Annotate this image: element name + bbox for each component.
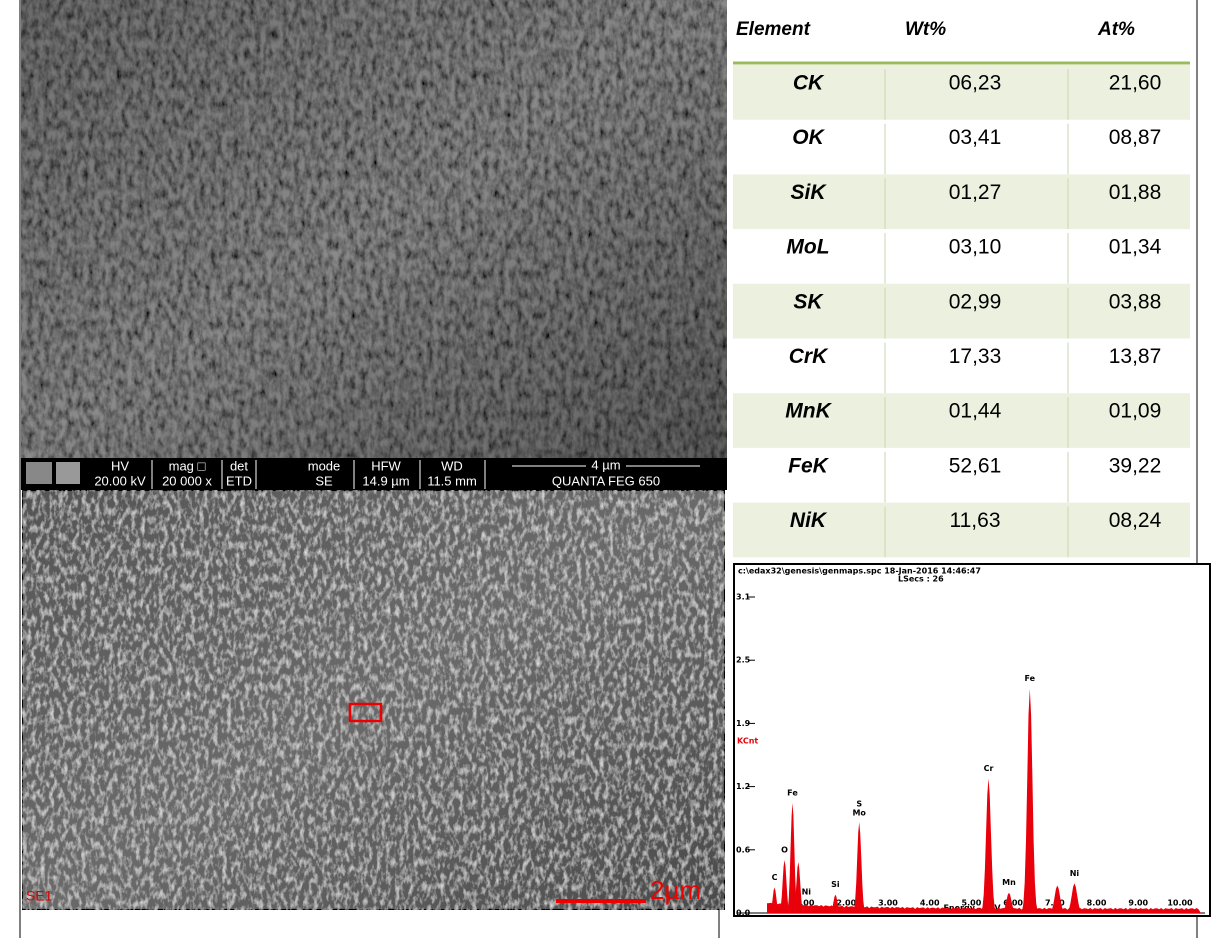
info-value: SE xyxy=(315,473,333,488)
peak-label: Fe xyxy=(1025,674,1036,683)
value-cell: 06,23 xyxy=(949,72,1002,95)
peak-label: Ni xyxy=(1070,869,1080,878)
detector-label: SE1 xyxy=(26,888,53,904)
x-tick-label: 4.00 xyxy=(920,899,940,908)
value-cell: 11,63 xyxy=(950,509,1001,532)
table: Element Wt% At% CK 06,23 21,60 OK 03,41 08,87 SiK… xyxy=(733,19,1190,557)
element-cell: OK xyxy=(792,126,825,149)
y-axis-label: KCnt xyxy=(737,737,758,746)
info-label: det xyxy=(230,458,248,473)
y-tick-label: 1.9 xyxy=(736,719,751,728)
value-cell: 01,27 xyxy=(949,181,1002,204)
instrument: QUANTA FEG 650 xyxy=(552,473,660,488)
element-cell: CrK xyxy=(789,345,829,368)
peak-label: Si xyxy=(831,880,840,889)
value-cell: 52,61 xyxy=(949,454,1002,477)
info-value: 20 000 x xyxy=(162,473,212,488)
info-label: mode xyxy=(308,458,341,473)
element-cell: MnK xyxy=(785,400,832,423)
value-cell: 17,33 xyxy=(949,345,1002,368)
value-cell: 39,22 xyxy=(1109,454,1162,477)
value-cell: 01,09 xyxy=(1109,400,1162,423)
y-tick-label: 3.1 xyxy=(736,593,751,602)
info-value: ETD xyxy=(226,473,252,488)
info-value: 11.5 mm xyxy=(427,473,477,488)
value-cell: 13,87 xyxy=(1109,345,1162,368)
figure: HV20.00 kV mag □20 000 x detETD modeSE HFW14… xyxy=(0,0,1217,938)
element-cell: SK xyxy=(793,290,824,313)
value-cell: 01,34 xyxy=(1109,236,1162,259)
sem-image xyxy=(22,490,725,910)
peak-label: Fe xyxy=(787,788,798,797)
value-cell: 03,10 xyxy=(949,236,1002,259)
x-tick-label: 9.00 xyxy=(1128,899,1148,908)
page: HV20.00 kV mag □20 000 x detETD modeSE HFW14… xyxy=(0,0,1217,938)
scale-bar-label: 2µm xyxy=(650,875,701,905)
logo xyxy=(26,462,52,484)
element-cell: CK xyxy=(793,72,825,95)
info-label: mag □ xyxy=(169,458,206,473)
y-tick-label: 0.0 xyxy=(736,909,751,918)
info-label: WD xyxy=(441,458,463,473)
info-label: HFW xyxy=(371,458,401,473)
x-tick-label: 5.00 xyxy=(962,899,982,908)
sem-image xyxy=(21,0,727,458)
value-cell: 03,41 xyxy=(949,126,1002,149)
y-tick-label: 0.6 xyxy=(736,845,751,854)
spectrum-live-time: LSecs : 26 xyxy=(898,575,944,584)
value-cell: 08,24 xyxy=(1109,509,1162,532)
element-cell: FeK xyxy=(788,454,830,477)
scale-bar-label: 4 µm xyxy=(591,457,620,472)
table-header: Wt% xyxy=(905,19,946,40)
peak-label: Cr xyxy=(984,764,994,773)
element-cell: SiK xyxy=(790,181,827,204)
table-header: Element xyxy=(736,19,811,40)
value-cell: 01,88 xyxy=(1109,181,1162,204)
peak-label: Ni xyxy=(802,888,812,897)
value-cell: 08,87 xyxy=(1109,126,1162,149)
y-tick-label: 2.5 xyxy=(736,656,751,665)
table-header: At% xyxy=(1097,19,1135,40)
value-cell: 03,88 xyxy=(1109,290,1162,313)
spectrum-frame xyxy=(734,564,1210,916)
info-value: 20.00 kV xyxy=(94,473,146,488)
peak-label: Mn xyxy=(1002,878,1016,887)
element-cell: NiK xyxy=(790,509,828,532)
peak-label: C xyxy=(772,873,778,882)
info-label: HV xyxy=(111,458,129,473)
peak-label: O xyxy=(781,845,788,854)
x-tick-label: 10.00 xyxy=(1167,899,1193,908)
spectrum-header: c:\edax32\genesis\genmaps.spc 18-Jan-201… xyxy=(738,567,981,576)
value-cell: 21,60 xyxy=(1109,72,1162,95)
element-cell: MoL xyxy=(786,236,829,259)
value-cell: 01,44 xyxy=(949,400,1002,423)
value-cell: 02,99 xyxy=(949,290,1002,313)
x-tick-label: 8.00 xyxy=(1087,899,1107,908)
logo xyxy=(56,462,80,484)
x-tick-label: 3.00 xyxy=(878,899,898,908)
info-value: 14.9 µm xyxy=(362,473,409,488)
y-tick-label: 1.2 xyxy=(736,782,750,791)
